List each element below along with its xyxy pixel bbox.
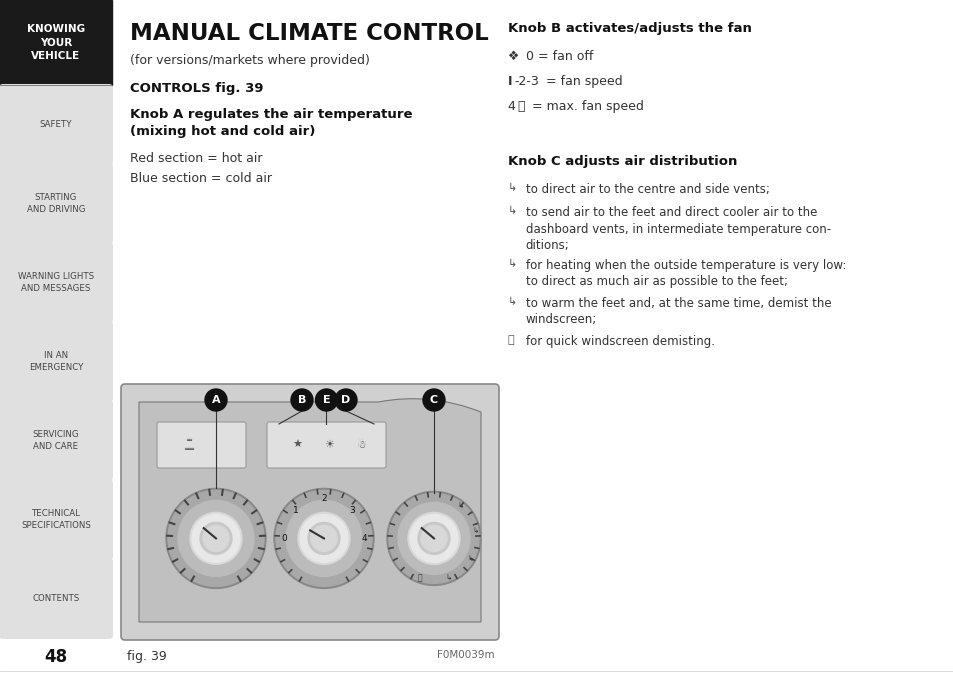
Text: 4: 4 bbox=[361, 534, 366, 543]
Text: 4: 4 bbox=[507, 100, 515, 113]
Circle shape bbox=[417, 522, 450, 555]
Circle shape bbox=[422, 389, 444, 411]
FancyBboxPatch shape bbox=[157, 422, 246, 468]
FancyBboxPatch shape bbox=[0, 400, 112, 481]
FancyBboxPatch shape bbox=[267, 422, 386, 468]
Circle shape bbox=[286, 501, 361, 576]
Text: Blue section = cold air: Blue section = cold air bbox=[130, 172, 272, 185]
Circle shape bbox=[408, 512, 459, 565]
Bar bbox=[0, 0, 112, 85]
Text: ⓾: ⓾ bbox=[517, 100, 525, 113]
Circle shape bbox=[389, 493, 478, 583]
Text: ↳: ↳ bbox=[457, 502, 464, 511]
Text: F0M0039m: F0M0039m bbox=[436, 650, 495, 660]
PathPatch shape bbox=[139, 398, 480, 622]
Text: = max. fan speed: = max. fan speed bbox=[531, 100, 643, 113]
Text: Knob C adjusts air distribution: Knob C adjusts air distribution bbox=[507, 155, 737, 168]
Circle shape bbox=[410, 514, 457, 563]
Text: WARNING LIGHTS
AND MESSAGES: WARNING LIGHTS AND MESSAGES bbox=[18, 273, 94, 293]
Text: B: B bbox=[297, 395, 306, 405]
Circle shape bbox=[274, 489, 374, 588]
Text: STARTING
AND DRIVING: STARTING AND DRIVING bbox=[27, 193, 85, 213]
FancyBboxPatch shape bbox=[0, 479, 112, 560]
Text: 1: 1 bbox=[293, 505, 298, 515]
Circle shape bbox=[168, 491, 264, 586]
Text: ═
══: ═ ══ bbox=[184, 436, 193, 454]
Text: 0 = fan off: 0 = fan off bbox=[521, 50, 593, 63]
Text: ☃: ☃ bbox=[355, 440, 366, 450]
Text: SERVICING
AND CARE: SERVICING AND CARE bbox=[32, 431, 79, 450]
Circle shape bbox=[203, 526, 229, 551]
Text: E: E bbox=[322, 395, 330, 405]
Text: Red section = hot air: Red section = hot air bbox=[130, 152, 262, 165]
Text: ↳: ↳ bbox=[507, 183, 517, 193]
Text: ↳: ↳ bbox=[445, 573, 451, 582]
Circle shape bbox=[335, 389, 356, 411]
Text: for heating when the outside temperature is very low:
to direct as much air as p: for heating when the outside temperature… bbox=[525, 259, 845, 289]
FancyBboxPatch shape bbox=[0, 163, 112, 244]
Circle shape bbox=[166, 489, 266, 588]
Circle shape bbox=[299, 514, 348, 563]
FancyBboxPatch shape bbox=[0, 242, 112, 323]
Text: 48: 48 bbox=[45, 648, 68, 666]
FancyBboxPatch shape bbox=[121, 384, 498, 640]
Circle shape bbox=[190, 512, 242, 565]
FancyBboxPatch shape bbox=[0, 321, 112, 402]
Text: ☀: ☀ bbox=[324, 440, 334, 450]
Text: IN AN
EMERGENCY: IN AN EMERGENCY bbox=[29, 351, 83, 371]
Text: ❖: ❖ bbox=[507, 50, 518, 63]
Text: 3: 3 bbox=[349, 505, 355, 515]
Circle shape bbox=[200, 522, 232, 555]
Circle shape bbox=[308, 522, 339, 555]
Text: Knob B activates/adjusts the fan: Knob B activates/adjusts the fan bbox=[507, 22, 751, 35]
Text: ↳: ↳ bbox=[507, 207, 517, 217]
Text: ↳: ↳ bbox=[507, 259, 517, 269]
Text: to direct air to the centre and side vents;: to direct air to the centre and side ven… bbox=[525, 183, 769, 196]
Text: Knob A regulates the air temperature
(mixing hot and cold air): Knob A regulates the air temperature (mi… bbox=[130, 108, 412, 138]
Text: to send air to the feet and direct cooler air to the
dashboard vents, in interme: to send air to the feet and direct coole… bbox=[525, 207, 830, 252]
Circle shape bbox=[275, 491, 372, 586]
Circle shape bbox=[205, 389, 227, 411]
Circle shape bbox=[297, 512, 350, 565]
Text: MANUAL CLIMATE CONTROL: MANUAL CLIMATE CONTROL bbox=[130, 22, 488, 45]
Text: 2: 2 bbox=[321, 494, 327, 503]
Circle shape bbox=[311, 526, 336, 551]
Text: KNOWING
YOUR
VEHICLE: KNOWING YOUR VEHICLE bbox=[27, 24, 85, 61]
Text: D: D bbox=[341, 395, 351, 405]
Text: ↳: ↳ bbox=[507, 297, 517, 307]
Text: TECHNICAL
SPECIFICATIONS: TECHNICAL SPECIFICATIONS bbox=[21, 509, 91, 530]
FancyBboxPatch shape bbox=[0, 84, 112, 165]
Text: ↳: ↳ bbox=[467, 555, 473, 564]
Circle shape bbox=[397, 503, 470, 574]
Circle shape bbox=[192, 514, 240, 563]
Text: CONTENTS: CONTENTS bbox=[32, 594, 79, 603]
Text: to warm the feet and, at the same time, demist the
windscreen;: to warm the feet and, at the same time, … bbox=[525, 297, 830, 326]
Text: ★: ★ bbox=[292, 440, 302, 450]
Text: -2-3: -2-3 bbox=[515, 75, 539, 88]
Text: I: I bbox=[507, 75, 512, 88]
Text: ↳: ↳ bbox=[472, 526, 478, 536]
Text: ⓾: ⓾ bbox=[507, 335, 514, 345]
Text: fig. 39: fig. 39 bbox=[127, 650, 167, 663]
Circle shape bbox=[420, 526, 447, 551]
Text: CONTROLS fig. 39: CONTROLS fig. 39 bbox=[130, 82, 263, 95]
Circle shape bbox=[315, 389, 337, 411]
Text: = fan speed: = fan speed bbox=[545, 75, 621, 88]
Text: C: C bbox=[430, 395, 437, 405]
Text: (for versions/markets where provided): (for versions/markets where provided) bbox=[130, 54, 370, 67]
Text: A: A bbox=[212, 395, 220, 405]
Text: 0: 0 bbox=[281, 534, 287, 543]
Text: SAFETY: SAFETY bbox=[40, 120, 72, 129]
Text: for quick windscreen demisting.: for quick windscreen demisting. bbox=[525, 335, 714, 348]
Circle shape bbox=[387, 491, 480, 586]
FancyBboxPatch shape bbox=[0, 558, 112, 639]
Circle shape bbox=[291, 389, 313, 411]
Circle shape bbox=[178, 501, 253, 576]
Text: ⓾: ⓾ bbox=[416, 573, 421, 582]
